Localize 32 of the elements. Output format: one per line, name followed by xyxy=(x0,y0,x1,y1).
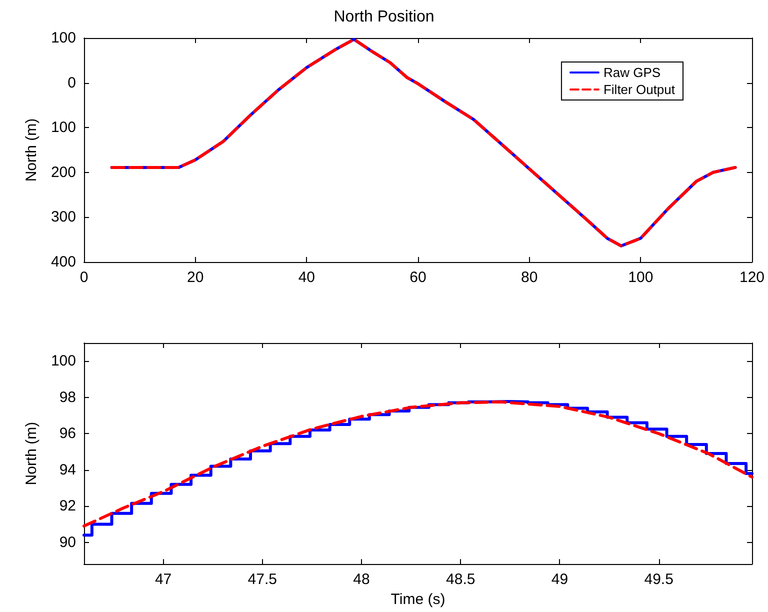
y-axis-title: North (m) xyxy=(23,118,40,182)
x-tick-label: 47.5 xyxy=(248,571,277,588)
y-tick-label: 92 xyxy=(59,498,76,515)
y-tick-label: 400 xyxy=(50,254,76,270)
chart-title: North Position xyxy=(334,8,434,26)
x-tick-label: 48.5 xyxy=(446,571,476,588)
legend-label: Raw GPS xyxy=(603,65,661,80)
y-tick-label: 94 xyxy=(59,461,76,478)
x-tick-label: 40 xyxy=(298,269,316,286)
y-tick-label: 300 xyxy=(50,208,76,226)
y-tick-label: 100 xyxy=(50,30,76,46)
x-tick-label: 100 xyxy=(628,269,654,286)
y-tick-label: 98 xyxy=(59,388,76,406)
legend-label: Filter Output xyxy=(603,82,676,97)
x-tick-label: 0 xyxy=(80,269,88,286)
x-tick-label: 60 xyxy=(410,269,426,286)
x-tick-label: 80 xyxy=(520,269,538,286)
x-tick-label: 120 xyxy=(739,269,765,286)
x-tick-label: 49.5 xyxy=(644,571,674,588)
y-tick-label: 96 xyxy=(59,425,76,442)
x-tick-label: 47 xyxy=(154,571,172,588)
x-tick-label: 48 xyxy=(353,571,370,588)
x-axis-title: Time (s) xyxy=(390,591,446,608)
y-tick-label: 200 xyxy=(50,164,76,181)
x-tick-label: 49 xyxy=(551,571,568,588)
line-series xyxy=(110,38,737,248)
y-tick-label: 0 xyxy=(68,74,76,92)
y-tick-label: 90 xyxy=(59,534,76,551)
x-tick-label: 20 xyxy=(186,269,204,286)
y-tick-label: 100 xyxy=(50,119,76,136)
y-axis-title: North (m) xyxy=(23,422,40,486)
y-tick-label: 100 xyxy=(50,352,76,370)
